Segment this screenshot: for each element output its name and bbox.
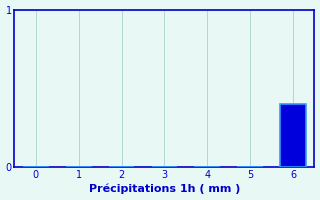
X-axis label: Précipitations 1h ( mm ): Précipitations 1h ( mm ) — [89, 184, 240, 194]
Bar — [280, 104, 306, 167]
